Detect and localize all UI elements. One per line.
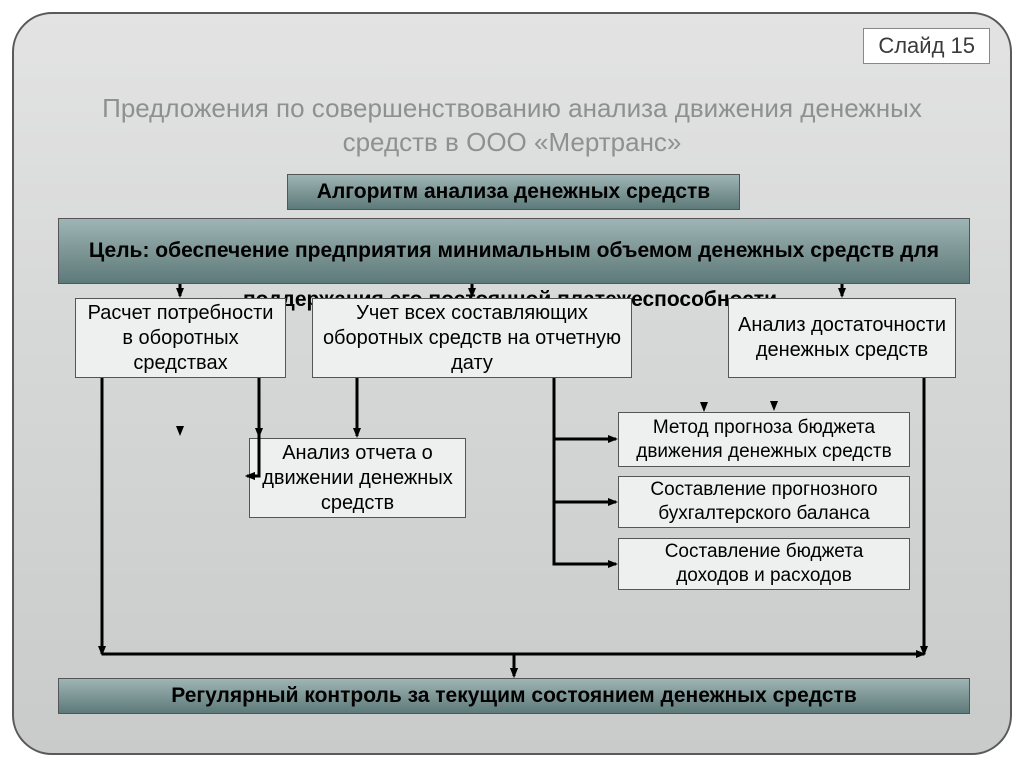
slide-number-badge: Слайд 15 [863, 28, 990, 64]
slide-number: Слайд 15 [878, 33, 975, 58]
box-uchet-text: Учет всех составляющих оборотных средств… [321, 301, 623, 376]
box-algorithm-text: Алгоритм анализа денежных средств [317, 179, 710, 205]
box-goal: Цель: обеспечение предприятия минимальны… [58, 218, 970, 284]
arrow-uchet-metod [554, 378, 616, 439]
box-sostav2-text: Составление бюджета доходов и расходов [627, 540, 901, 588]
box-otchet-text: Анализ отчета о движении денежных средст… [258, 441, 457, 516]
box-calc: Расчет потребности в оборотных средствах [75, 298, 286, 378]
slide-title: Предложения по совершенствованию анализа… [14, 92, 1010, 160]
box-analysis: Анализ достаточности денежных средств [728, 298, 956, 378]
arrow-uchet-sostav1 [554, 439, 616, 502]
box-goal-text: Цель: обеспечение предприятия минимальны… [89, 238, 939, 264]
box-analiz-text: Анализ достаточности денежных средств [737, 313, 947, 363]
box-balance-forecast: Составление прогнозного бухгалтерского б… [618, 476, 910, 528]
box-control: Регулярный контроль за текущим состояние… [58, 678, 970, 714]
arrow-uchet-sostav2 [554, 502, 616, 564]
box-forecast-method: Метод прогноза бюджета движения денежных… [618, 412, 910, 467]
slide-frame: Слайд 15 Предложения по совершенствовани… [12, 12, 1012, 755]
box-accounting: Учет всех составляющих оборотных средств… [312, 298, 632, 378]
box-algorithm: Алгоритм анализа денежных средств [287, 174, 740, 210]
box-control-text: Регулярный контроль за текущим состояние… [171, 683, 856, 709]
box-metod-text: Метод прогноза бюджета движения денежных… [627, 416, 901, 464]
box-report-analysis: Анализ отчета о движении денежных средст… [249, 438, 466, 518]
box-budget: Составление бюджета доходов и расходов [618, 538, 910, 590]
box-sostav1-text: Составление прогнозного бухгалтерского б… [627, 478, 901, 526]
box-calc-text: Расчет потребности в оборотных средствах [84, 301, 277, 376]
